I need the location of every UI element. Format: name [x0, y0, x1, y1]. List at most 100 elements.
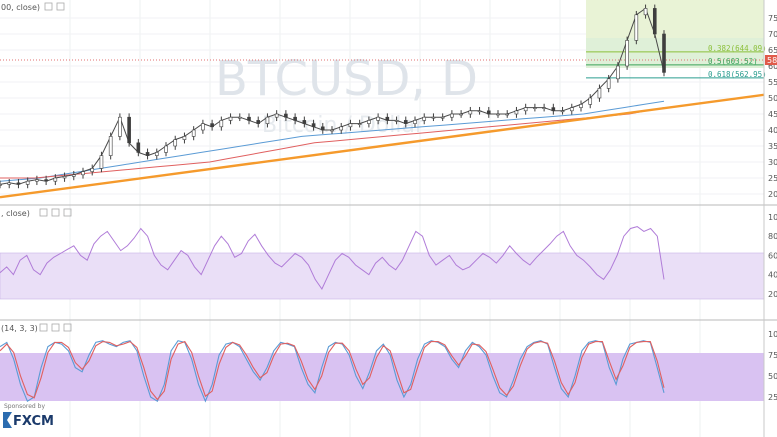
candle-body: [450, 113, 454, 118]
fib-level-label-0: 0.382(644.09): [708, 44, 767, 53]
candle-body: [35, 179, 39, 182]
rsi-toolbar-buttons[interactable]: [39, 208, 72, 217]
candle-body: [210, 123, 214, 128]
rsi-toolbar-text: , close): [1, 209, 30, 218]
rsi-tick-label: 80: [768, 232, 777, 241]
candle-body: [16, 182, 21, 185]
candle-body: [514, 110, 519, 115]
candle-body: [265, 116, 270, 124]
y-axis-labels: 20 25 30 35 40 45 50 55 60 65 70 75 20 40 60 80 100 25 50 7…: [768, 14, 777, 402]
candle-body: [247, 116, 251, 121]
price-toolbar-text: 00, close): [1, 3, 40, 12]
candle-body: [597, 88, 602, 99]
rsi-line: [0, 226, 665, 290]
candle-body: [311, 123, 316, 128]
stoch-band: [0, 353, 764, 401]
candle-body: [367, 120, 371, 124]
candle-body: [652, 8, 657, 35]
candle-body: [606, 78, 611, 89]
candle-body: [542, 107, 546, 109]
price-tick-label: 40: [768, 126, 777, 135]
price-tick-label: 50: [768, 94, 777, 103]
candle-body: [579, 104, 583, 108]
candle-body: [81, 171, 85, 176]
candle-body: [173, 139, 178, 147]
candle-body: [357, 123, 362, 125]
candle-body: [274, 113, 279, 118]
candle-body: [662, 33, 666, 73]
candle-body: [219, 120, 224, 128]
price-series: [0, 4, 765, 199]
fib-zone-mid: [586, 38, 764, 68]
price-tick-label: 45: [768, 110, 777, 119]
candle-body: [551, 107, 556, 112]
candle-body: [496, 113, 500, 116]
candle-body: [422, 116, 427, 121]
candle-body: [25, 180, 30, 185]
price-tick-label: 35: [768, 142, 777, 151]
price-tick-label: 70: [768, 30, 777, 39]
sponsor-badge[interactable]: Sponsored by FXCM: [3, 403, 54, 429]
candle-body: [588, 97, 593, 105]
moving-average-blue: [0, 100, 665, 182]
fib-level-label-2: 0.618(562.95): [708, 70, 767, 79]
candle-body: [293, 116, 297, 121]
price-tick-label: 25: [768, 174, 777, 183]
price-tick-label: 65: [768, 46, 777, 55]
candle-body: [90, 168, 95, 172]
stoch-toolbar-buttons[interactable]: [39, 323, 72, 332]
candle-body: [385, 116, 390, 121]
candle-body: [459, 113, 463, 116]
candle-body: [394, 120, 399, 122]
moving-average-red: [0, 107, 665, 179]
candle-body: [191, 129, 196, 137]
candle-body: [376, 116, 380, 121]
stoch-d-line: [0, 340, 665, 401]
price-toolbar-buttons[interactable]: [44, 2, 65, 11]
sponsor-text: Sponsored by: [4, 403, 45, 410]
stoch-k-line: [0, 340, 665, 403]
candle-body: [71, 174, 76, 177]
price-tick-label: 60: [768, 62, 777, 71]
candle-body: [53, 177, 58, 182]
stoch-tick-label: 25: [768, 393, 777, 402]
rsi-tick-label: 100: [768, 213, 777, 222]
stoch-series: [0, 340, 665, 403]
candle-body: [145, 152, 150, 156]
support-trendline: [0, 93, 765, 199]
price-tick-label: 30: [768, 158, 777, 167]
candle-body: [477, 110, 482, 113]
candle-body: [431, 116, 436, 119]
price-marker-label: 58: [767, 56, 777, 65]
candle-body: [164, 145, 168, 153]
candle-body: [228, 116, 233, 121]
fib-level-label-1: 0.5(603.52): [708, 57, 758, 66]
stoch-tick-label: 100: [768, 330, 777, 339]
candle-body: [625, 40, 629, 67]
candle-body: [569, 107, 574, 112]
rsi-band: [0, 252, 765, 300]
fib-retracement: 0.382(644.09) 0.5(603.52) 0.618(562.95): [586, 44, 767, 79]
candle-body: [136, 142, 141, 153]
fib-zone-top: [586, 0, 764, 38]
candle-body: [0, 184, 2, 186]
fxcm-logo-icon: [3, 412, 12, 428]
candle-body: [182, 136, 187, 140]
candle-body: [486, 110, 491, 115]
chart-title: BTCUSD, D: [215, 51, 478, 107]
candle-body: [468, 110, 473, 115]
candle-body: [154, 152, 159, 156]
candle-body: [127, 116, 131, 144]
candle-body: [560, 110, 565, 113]
candle-body: [348, 123, 353, 128]
candle-body: [62, 176, 67, 179]
sponsor-brand: FXCM: [13, 414, 54, 429]
candle-body: [237, 116, 242, 119]
candle-body: [108, 136, 113, 156]
candle-body: [330, 129, 334, 132]
candle-body: [320, 126, 325, 131]
candle-body: [44, 179, 48, 182]
price-tick-label: 55: [768, 78, 777, 87]
rsi-tick-label: 60: [768, 251, 777, 260]
